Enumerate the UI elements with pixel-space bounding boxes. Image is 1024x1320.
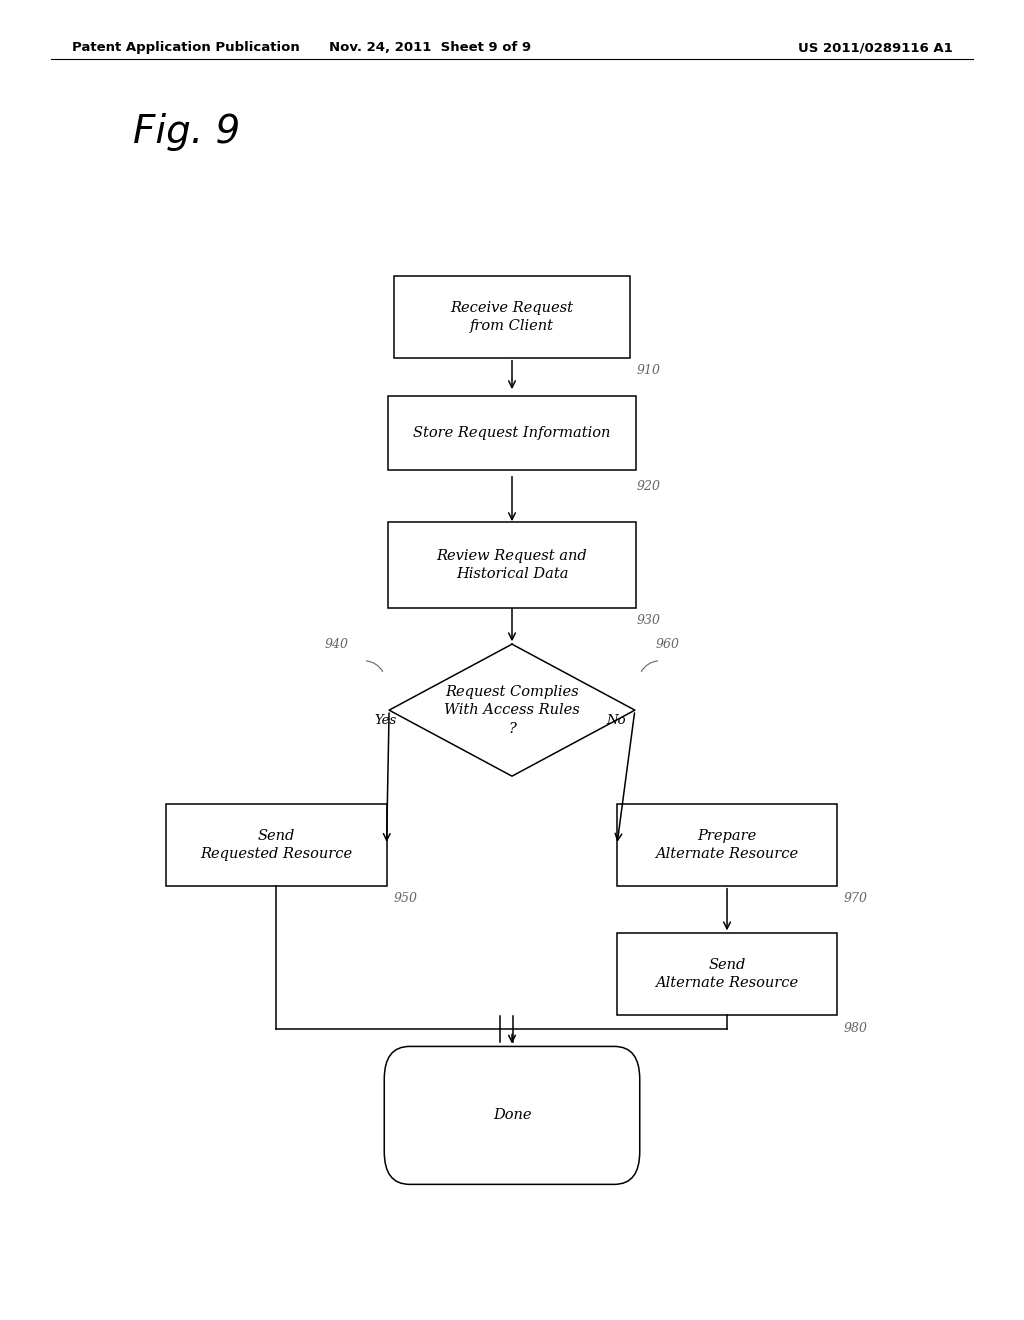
FancyBboxPatch shape <box>167 804 387 886</box>
Text: Receive Request
from Client: Receive Request from Client <box>451 301 573 333</box>
FancyBboxPatch shape <box>394 276 630 358</box>
FancyBboxPatch shape <box>388 521 636 609</box>
Text: Store Request Information: Store Request Information <box>414 426 610 440</box>
Text: Review Request and
Historical Data: Review Request and Historical Data <box>436 549 588 581</box>
Text: 930: 930 <box>637 614 660 627</box>
Text: 950: 950 <box>393 892 417 906</box>
Text: Patent Application Publication: Patent Application Publication <box>72 41 299 54</box>
Text: Done: Done <box>493 1109 531 1122</box>
Text: US 2011/0289116 A1: US 2011/0289116 A1 <box>798 41 952 54</box>
Text: Request Complies
With Access Rules
?: Request Complies With Access Rules ? <box>444 685 580 735</box>
FancyBboxPatch shape <box>388 396 636 470</box>
FancyBboxPatch shape <box>616 804 837 886</box>
Text: 920: 920 <box>637 480 660 494</box>
Text: Send
Requested Resource: Send Requested Resource <box>201 829 352 861</box>
FancyBboxPatch shape <box>616 933 837 1015</box>
Text: 980: 980 <box>844 1022 867 1035</box>
Text: Nov. 24, 2011  Sheet 9 of 9: Nov. 24, 2011 Sheet 9 of 9 <box>329 41 531 54</box>
Text: No: No <box>606 714 627 727</box>
Text: Send
Alternate Resource: Send Alternate Resource <box>655 958 799 990</box>
Text: 910: 910 <box>637 364 660 378</box>
Text: Fig. 9: Fig. 9 <box>133 114 241 150</box>
Text: Yes: Yes <box>375 714 397 727</box>
Text: 970: 970 <box>844 892 867 906</box>
Text: 940: 940 <box>325 638 348 651</box>
FancyBboxPatch shape <box>384 1047 640 1184</box>
Text: 960: 960 <box>655 638 679 651</box>
Text: Prepare
Alternate Resource: Prepare Alternate Resource <box>655 829 799 861</box>
